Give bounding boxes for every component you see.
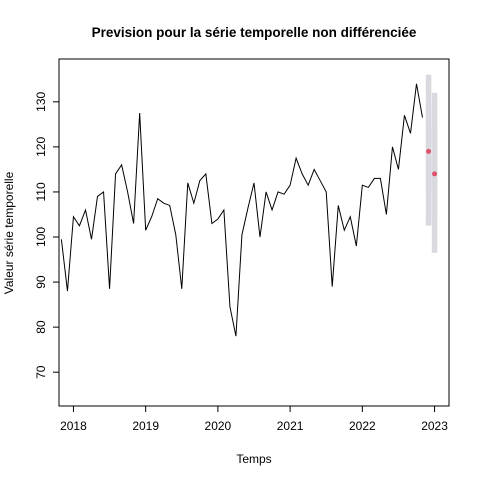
y-axis-label: Valeur série temporelle bbox=[2, 171, 16, 294]
y-tick-label: 110 bbox=[34, 182, 48, 201]
x-axis-label: Temps bbox=[236, 452, 271, 466]
plot-frame bbox=[58, 58, 450, 407]
x-tick-label: 2018 bbox=[60, 419, 87, 433]
forecast-point-1 bbox=[426, 148, 432, 154]
x-tick-label: 2022 bbox=[349, 419, 376, 433]
y-tick-label: 90 bbox=[34, 275, 48, 289]
y-tick-label: 100 bbox=[34, 227, 48, 247]
x-tick-label: 2020 bbox=[205, 419, 232, 433]
y-tick-label: 120 bbox=[34, 137, 48, 157]
plot-area bbox=[60, 74, 438, 337]
x-tick-label: 2021 bbox=[277, 419, 304, 433]
series-line-1 bbox=[60, 83, 423, 337]
y-tick-label: 70 bbox=[34, 365, 48, 379]
x-tick-label: 2019 bbox=[132, 419, 159, 433]
forecast-point-2 bbox=[432, 171, 438, 177]
x-axis: 2018 2019 2020 2021 2022 2023 bbox=[60, 405, 448, 433]
y-tick-label: 80 bbox=[34, 320, 48, 334]
chart-title: Prevision pour la série temporelle non d… bbox=[92, 25, 417, 40]
x-tick-label: 2023 bbox=[421, 419, 448, 433]
y-axis: 70 80 90 100 110 120 130 bbox=[34, 91, 60, 379]
y-tick-label: 130 bbox=[34, 91, 48, 111]
